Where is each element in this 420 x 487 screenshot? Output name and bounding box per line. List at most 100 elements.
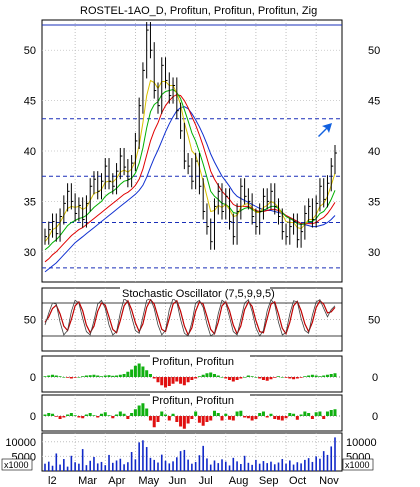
profitun-2-bar [118,411,122,416]
profitun-1-bar [84,375,88,377]
profitun-2-bar [254,416,258,419]
ma-slow-line [44,94,336,263]
profitun-2-tick-right: 0 [372,411,378,423]
profitun-1-bar [43,376,47,377]
profitun-2-bar [167,416,171,421]
profitun-1-bar [58,376,62,377]
profitun-1-bar [182,377,186,386]
profitun-1-bar [160,377,164,386]
profitun-2-bar [122,413,126,416]
profitun-1-bar [111,375,115,377]
profitun-1-bar [190,377,194,380]
profitun-1-bar [220,377,224,378]
profitun-1-bar [310,374,314,377]
profitun-1-bar [107,375,111,377]
profitun-1-bar [333,373,337,377]
profitun-2-bar [201,416,205,426]
price-tick-left: 50 [24,45,36,57]
profitun-2-bar [88,413,92,416]
profitun-1-bar [99,376,103,377]
price-tick-left: 30 [24,247,36,259]
profitun-2-bar [239,410,243,416]
profitun-2-bar [220,416,224,421]
profitun-2-bar [261,411,265,416]
profitun-2-bar [288,413,292,416]
profitun-2-bar [54,416,58,417]
profitun-2-tick-left: 0 [30,411,36,423]
profitun-2-title: Profitun, Profitun [152,395,234,407]
profitun-1-bar [216,375,220,377]
profitun-1-bar [81,376,85,377]
price-tick-right: 35 [368,196,380,208]
x-tick-label: Nov [319,475,339,487]
x-tick-label: l2 [48,475,57,487]
profitun-2-bar [318,411,322,416]
profitun-1-bar [231,377,235,382]
profitun-1-bar [329,374,333,377]
profitun-1-bar [322,375,326,377]
x-tick-label: Sep [259,475,279,487]
stochastic-title-bg [120,286,270,299]
profitun-1-bar [254,377,258,378]
profitun-1-bar [318,376,322,377]
price-tick-right: 30 [368,247,380,259]
stochastic-tick-left: 50 [24,315,36,327]
profitun-1-bar [265,377,269,381]
profitun-2-bar [160,411,164,416]
profitun-1-bar [280,377,284,378]
profitun-1-bar [92,374,96,377]
profitun-2-bar [58,416,62,419]
profitun-2-bar [182,416,186,429]
profitun-2-bar [164,414,168,416]
x-tick-label: Jul [199,475,213,487]
profitun-2-bar [66,414,70,416]
x-tick-label: Mar [78,475,97,487]
profitun-1-bar [314,375,318,377]
volume-unit-left: x1000 [4,460,29,470]
profitun-2-bar [148,416,152,421]
profitun-2-bar [310,416,314,419]
profitun-1-bar [130,369,134,377]
profitun-1-bar [209,372,213,377]
profitun-1-bar [307,375,311,377]
profitun-1-bar [133,365,137,377]
price-tick-left: 45 [24,96,36,108]
profitun-1-bar [246,375,250,377]
profitun-1-bar [325,374,329,377]
profitun-2-bar [216,413,220,416]
price-tick-left: 35 [24,196,36,208]
profitun-2-bar [295,416,299,420]
profitun-2-bar [250,416,254,421]
profitun-2-bar [212,410,216,416]
volume-unit-box-right [342,458,374,471]
profitun-1-tick-right: 0 [372,372,378,384]
profitun-2-bar [314,412,318,416]
profitun-2-bar [228,416,232,420]
profitun-1-bar [145,370,149,377]
profitun-1-bar [212,374,216,377]
profitun-1-bar [250,376,254,377]
profitun-1-bar [194,377,198,379]
profitun-2-bar [246,416,250,419]
profitun-2-bar [92,415,96,416]
profitun-1-bar [126,371,130,377]
profitun-2-bar [73,415,77,416]
profitun-1-bar [292,377,296,380]
x-tick-label: Jun [169,475,187,487]
price-tick-left: 40 [24,146,36,158]
profitun-2-bar [77,416,81,418]
profitun-2-layer [42,403,342,429]
profitun-1-bar [69,377,73,379]
profitun-2-bar [273,416,277,419]
profitun-2-bar [84,414,88,416]
profitun-1-bar [201,374,205,377]
arrow-up-right-icon [318,123,332,137]
price-tick-right: 40 [368,146,380,158]
profitun-1-bar [141,366,145,377]
profitun-2-bar [186,416,190,424]
price-layer [42,22,342,273]
profitun-2-bar [190,416,194,419]
profitun-1-bar [179,377,183,384]
volume-unit-right: x1000 [345,460,370,470]
